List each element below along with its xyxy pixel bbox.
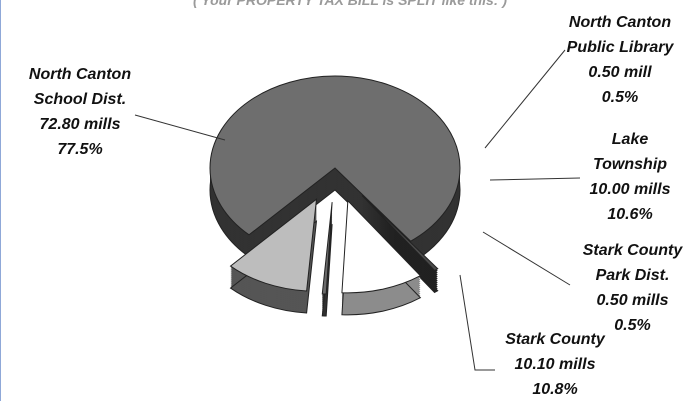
slice-label: North Canton School Dist. 72.80 mills 77.5… [10, 62, 150, 162]
pie-slice [361, 195, 439, 272]
slice-name: Stark County Park Dist. [582, 242, 683, 284]
slice-name: North Canton Public Library [566, 14, 674, 56]
slice-label: Lake Township 10.00 mills 10.6% [575, 127, 685, 227]
slice-side-edge [321, 224, 333, 317]
leader-line [482, 231, 571, 286]
slice-name: North Canton School Dist. [28, 66, 132, 108]
percent-label: 77.5% [57, 141, 103, 158]
leader-line [489, 177, 581, 181]
percent-label: 10.6% [607, 206, 653, 223]
pie-slice [229, 198, 318, 292]
percent-label: 0.5% [601, 89, 639, 106]
mills-label: 10.10 mills [514, 356, 596, 373]
leader-line [134, 114, 226, 141]
slice-side-edge [361, 217, 439, 294]
pie-slice [321, 202, 333, 295]
slice-name: Lake Township [592, 131, 668, 173]
mills-label: 0.50 mills [596, 292, 669, 309]
leader-lines [134, 49, 581, 371]
chart-title: ( Your PROPERTY TAX BILL is SPLIT like t… [192, 0, 507, 8]
pie-slice [209, 75, 461, 242]
slice-label: North Canton Public Library 0.50 mill 0.5% [545, 10, 695, 110]
leader-line [484, 49, 566, 149]
percent-label: 10.8% [532, 381, 578, 398]
pie [209, 75, 461, 317]
slice-side-edge [229, 220, 318, 314]
leader-line [459, 274, 495, 371]
mills-label: 0.50 mill [588, 64, 652, 81]
slice-name: Stark County [505, 331, 605, 348]
pie-slice [341, 199, 422, 294]
slice-side-edge [341, 221, 422, 316]
mills-label: 10.00 mills [589, 181, 671, 198]
percent-label: 0.5% [614, 317, 651, 334]
slice-label: Stark County 10.10 mills 10.8% [480, 327, 630, 402]
slice-label: Stark County Park Dist. 0.50 mills 0.5% [565, 238, 700, 338]
mills-label: 72.80 mills [39, 116, 121, 133]
